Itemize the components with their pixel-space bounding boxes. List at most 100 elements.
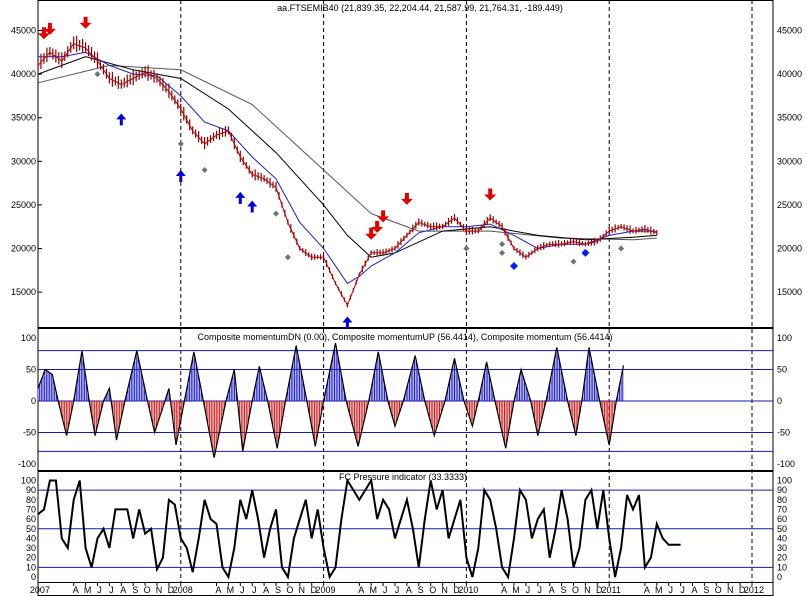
x-month-label: J	[680, 585, 685, 595]
x-month-label: O	[715, 585, 722, 595]
price-tick-left: 45000	[11, 26, 36, 36]
x-year-label: 2007	[30, 585, 50, 595]
diamond-marker	[581, 248, 590, 257]
pressure-line	[37, 477, 681, 580]
ma-slow-line	[37, 56, 657, 258]
diamond-marker	[273, 210, 279, 217]
pressure-tick-left: 90	[26, 485, 36, 495]
x-month-label: M	[369, 585, 377, 595]
diamond-marker	[463, 245, 470, 252]
x-year-label: 2012	[744, 585, 764, 595]
price-tick-right: 30000	[777, 156, 802, 166]
pressure-tick-right: 0	[777, 572, 782, 582]
price-tick-left: 15000	[11, 287, 36, 297]
x-month-label: D	[453, 585, 460, 595]
diamond-marker	[201, 167, 208, 174]
x-month-label: M	[655, 585, 663, 595]
price-tick-right: 25000	[777, 200, 802, 210]
price-tick-right: 20000	[777, 244, 802, 254]
ma-long-line	[37, 64, 657, 241]
pressure-tick-left: 50	[26, 524, 36, 534]
x-month-label: N	[584, 585, 591, 595]
pressure-tick-right: 80	[777, 495, 787, 505]
diamond-marker	[499, 249, 506, 256]
pressure-tick-right: 40	[777, 533, 787, 543]
x-month-label: A	[263, 585, 269, 595]
x-month-label: J	[97, 585, 102, 595]
x-month-label: A	[644, 585, 650, 595]
x-month-label: M	[512, 585, 520, 595]
sell-signal-arrow	[400, 192, 413, 205]
momentum-tick-left: 100	[21, 333, 36, 343]
x-month-label: M	[84, 585, 92, 595]
x-month-label: D	[739, 585, 746, 595]
buy-signal-arrow	[247, 200, 258, 213]
pressure-tick-right: 30	[777, 543, 787, 553]
x-month-label: A	[215, 585, 221, 595]
x-month-label: S	[275, 585, 281, 595]
pressure-tick-left: 80	[26, 495, 36, 505]
sell-signal-arrow	[365, 227, 378, 240]
sell-signal-arrow	[43, 22, 56, 35]
momentum-tick-right: 50	[777, 365, 787, 375]
pressure-tick-right: 70	[777, 504, 787, 514]
pressure-tick-right: 100	[777, 476, 792, 486]
diamond-marker	[284, 254, 291, 261]
x-month-label: A	[406, 585, 412, 595]
panel-frame	[37, 328, 774, 471]
momentum-tick-left: -50	[23, 428, 36, 438]
momentum-tick-right: -50	[777, 428, 790, 438]
x-month-label: S	[561, 585, 567, 595]
panel-frame	[37, 471, 774, 583]
x-month-label: J	[395, 585, 400, 595]
price-tick-left: 35000	[11, 113, 36, 123]
diamond-marker	[570, 258, 577, 265]
x-month-label: A	[358, 585, 364, 595]
price-panel-title: aa.FTSEMIB40 (21,839.35, 22,204.44, 21,5…	[277, 3, 563, 13]
x-year-label: 2009	[316, 585, 336, 595]
x-month-label: M	[227, 585, 235, 595]
x-month-label: J	[383, 585, 388, 595]
close-line	[37, 42, 657, 307]
sell-signal-arrow	[484, 188, 497, 201]
x-month-label: O	[429, 585, 436, 595]
x-month-label: J	[526, 585, 531, 595]
momentum-tick-left: -100	[18, 459, 36, 469]
buy-signal-arrow	[342, 316, 353, 329]
momentum-tick-left: 0	[31, 396, 36, 406]
momentum-tick-right: -100	[777, 459, 795, 469]
diamond-marker	[510, 261, 518, 270]
x-month-label: J	[538, 585, 543, 595]
x-month-label: J	[109, 585, 114, 595]
x-month-label: N	[727, 585, 734, 595]
momentum-line	[37, 342, 625, 458]
pressure-tick-left: 70	[26, 504, 36, 514]
x-month-label: A	[120, 585, 126, 595]
x-month-label: D	[596, 585, 603, 595]
x-month-label: D	[310, 585, 317, 595]
x-month-label: S	[132, 585, 138, 595]
x-month-label: N	[156, 585, 163, 595]
sell-signal-arrow	[79, 16, 92, 29]
panel-frame	[37, 0, 774, 328]
x-month-label: O	[572, 585, 579, 595]
pressure-panel-title: FC Pressure indicator (33.3333)	[339, 472, 467, 482]
reference-lines	[38, 0, 773, 582]
x-year-label: 2011	[601, 585, 620, 595]
buy-signal-arrow	[235, 191, 246, 204]
x-month-label: N	[441, 585, 448, 595]
x-month-label: A	[501, 585, 507, 595]
pressure-tick-left: 20	[26, 553, 36, 563]
pressure-tick-left: 40	[26, 533, 36, 543]
pressure-tick-left: 30	[26, 543, 36, 553]
x-month-label: J	[240, 585, 245, 595]
x-month-label: S	[703, 585, 709, 595]
ma-fast-line	[38, 51, 657, 285]
buy-signal-arrow	[175, 170, 186, 183]
buy-signal-arrow	[116, 113, 127, 126]
x-month-label: S	[418, 585, 424, 595]
x-month-label: O	[286, 585, 293, 595]
pressure-tick-right: 60	[777, 514, 787, 524]
